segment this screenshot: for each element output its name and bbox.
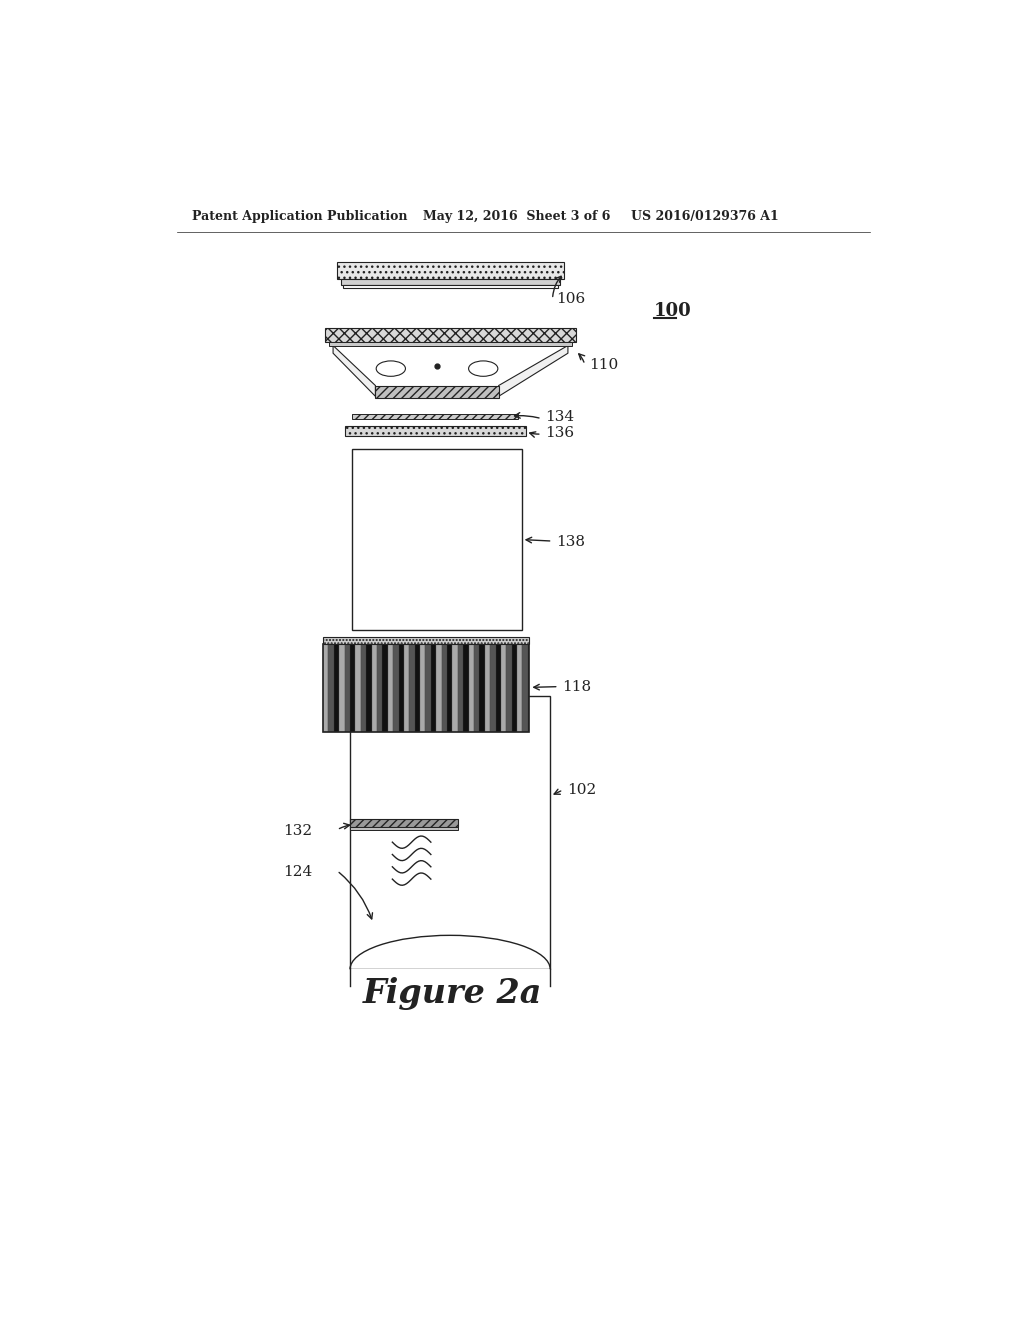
Bar — [323, 644, 529, 733]
Text: 132: 132 — [283, 824, 312, 838]
Text: 110: 110 — [590, 359, 618, 372]
Bar — [350, 644, 355, 733]
Bar — [512, 644, 517, 733]
Bar — [323, 644, 329, 733]
Bar — [329, 644, 334, 733]
Text: 124: 124 — [283, 865, 312, 879]
Bar — [376, 385, 499, 397]
Bar — [458, 644, 463, 733]
Bar — [490, 644, 496, 733]
Bar — [337, 263, 564, 280]
Bar — [352, 414, 518, 420]
Polygon shape — [333, 346, 376, 396]
Text: 136: 136 — [546, 426, 574, 440]
Bar — [367, 644, 372, 733]
Bar — [345, 644, 350, 733]
Bar — [447, 644, 453, 733]
Bar — [474, 644, 479, 733]
Bar — [410, 644, 415, 733]
Bar — [506, 644, 512, 733]
Bar — [415, 644, 420, 733]
Bar — [350, 696, 550, 969]
Bar — [403, 644, 410, 733]
Bar — [441, 644, 447, 733]
Bar — [469, 644, 474, 733]
Bar — [436, 644, 441, 733]
Bar — [334, 644, 339, 733]
Bar — [372, 644, 377, 733]
Bar — [496, 644, 501, 733]
Bar — [528, 644, 529, 733]
Bar — [360, 644, 367, 733]
Bar — [377, 644, 382, 733]
Text: 100: 100 — [654, 302, 692, 319]
Bar — [350, 826, 458, 830]
Bar — [345, 425, 525, 437]
Bar — [355, 644, 360, 733]
Polygon shape — [350, 969, 550, 1003]
Bar — [341, 280, 560, 285]
Bar — [484, 644, 490, 733]
Bar — [522, 644, 528, 733]
Bar — [323, 638, 529, 644]
Bar — [388, 644, 393, 733]
Text: 102: 102 — [567, 783, 596, 797]
Bar — [352, 449, 521, 631]
Bar — [393, 644, 398, 733]
Text: 138: 138 — [556, 535, 586, 549]
Bar — [398, 644, 403, 733]
Bar — [343, 285, 558, 288]
Text: US 2016/0129376 A1: US 2016/0129376 A1 — [631, 210, 779, 223]
Bar — [501, 644, 506, 733]
Bar — [425, 644, 431, 733]
Bar — [330, 342, 571, 346]
Ellipse shape — [376, 360, 406, 376]
Ellipse shape — [469, 360, 498, 376]
Bar — [463, 644, 469, 733]
Bar — [453, 644, 458, 733]
Text: Patent Application Publication: Patent Application Publication — [193, 210, 408, 223]
Bar — [431, 644, 436, 733]
Polygon shape — [499, 346, 568, 396]
Bar — [382, 644, 388, 733]
Bar — [350, 818, 458, 826]
Text: 118: 118 — [562, 680, 592, 694]
Bar — [326, 327, 575, 342]
Text: 106: 106 — [556, 292, 586, 306]
Bar — [339, 644, 345, 733]
Bar — [517, 644, 522, 733]
Bar — [420, 644, 425, 733]
Text: Figure 2a: Figure 2a — [362, 977, 542, 1010]
Text: May 12, 2016  Sheet 3 of 6: May 12, 2016 Sheet 3 of 6 — [423, 210, 610, 223]
Bar — [479, 644, 484, 733]
Text: 134: 134 — [546, 411, 574, 424]
